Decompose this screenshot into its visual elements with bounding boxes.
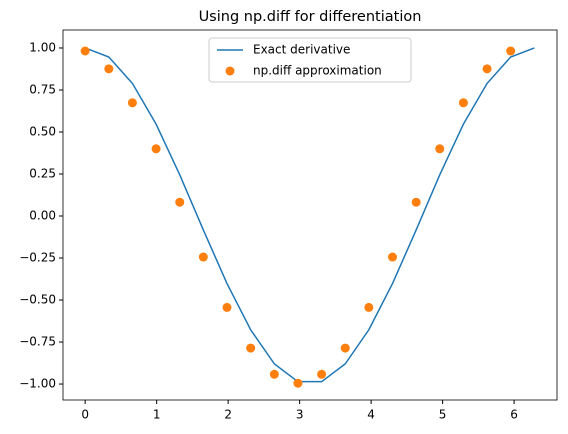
data-point — [317, 369, 327, 379]
chart-title: Using np.diff for differentiation — [199, 9, 422, 25]
data-point — [151, 144, 161, 154]
data-point — [246, 343, 256, 353]
y-tick-label: 1.00 — [29, 40, 56, 54]
y-tick-label: −0.75 — [19, 335, 56, 349]
data-point — [411, 197, 421, 207]
legend-label: np.diff approximation — [253, 64, 382, 78]
data-point — [269, 369, 279, 379]
data-point — [388, 252, 398, 262]
legend-swatch — [225, 66, 235, 76]
x-tick-label: 2 — [224, 408, 232, 422]
x-tick-label: 3 — [296, 408, 304, 422]
series-line — [84, 47, 535, 383]
x-tick-label: 4 — [367, 408, 375, 422]
x-tick-label: 6 — [510, 408, 518, 422]
x-tick-label: 5 — [439, 408, 447, 422]
y-tick-label: −1.00 — [19, 377, 56, 391]
y-tick-label: 0.25 — [29, 167, 56, 181]
y-tick-label: 0.00 — [29, 209, 56, 223]
y-tick-label: −0.25 — [19, 251, 56, 265]
plot-frame — [62, 29, 558, 401]
y-tick-label: 0.50 — [29, 124, 56, 138]
data-point — [104, 64, 114, 74]
data-point — [198, 252, 208, 262]
data-point — [482, 64, 492, 74]
legend-box — [208, 37, 412, 83]
data-point — [340, 343, 350, 353]
data-point — [435, 144, 445, 154]
data-point — [80, 46, 90, 56]
data-point — [458, 98, 468, 108]
x-tick-label: 0 — [81, 408, 89, 422]
data-point — [506, 46, 516, 56]
data-point — [127, 98, 137, 108]
y-tick-label: −0.50 — [19, 293, 56, 307]
y-tick-label: 0.75 — [29, 82, 56, 96]
data-point — [222, 302, 232, 312]
data-point — [364, 302, 374, 312]
legend-label: Exact derivative — [253, 43, 350, 57]
x-tick-label: 1 — [153, 408, 161, 422]
data-point — [175, 197, 185, 207]
data-point — [293, 378, 303, 388]
